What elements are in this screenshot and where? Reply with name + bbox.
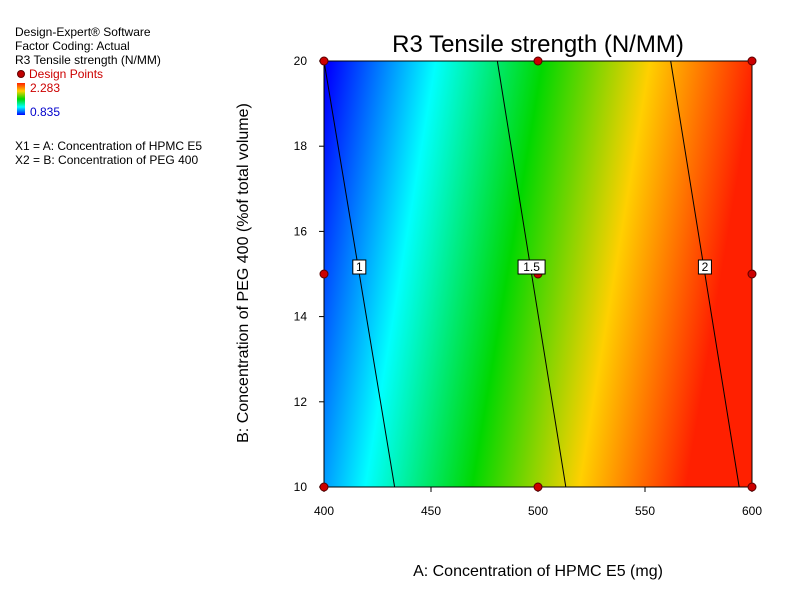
y-tick-label: 18 bbox=[294, 139, 308, 153]
design-points-legend: Design Points bbox=[15, 67, 202, 81]
contour-label-text: 1.5 bbox=[523, 260, 540, 274]
contour-label-text: 1 bbox=[356, 260, 363, 274]
design-point bbox=[533, 56, 543, 66]
design-point bbox=[319, 56, 329, 66]
factor-definitions: X1 = A: Concentration of HPMC E5 X2 = B:… bbox=[15, 139, 202, 167]
design-point bbox=[747, 269, 757, 279]
chart-title: R3 Tensile strength (N/MM) bbox=[392, 31, 684, 58]
y-tick-label: 20 bbox=[294, 54, 308, 68]
contour-label-text: 2 bbox=[702, 260, 709, 274]
design-point bbox=[747, 56, 757, 66]
x-tick-label: 400 bbox=[314, 504, 334, 518]
design-point bbox=[533, 482, 543, 492]
y-tick-label: 14 bbox=[294, 310, 308, 324]
contour-label-box bbox=[352, 259, 367, 275]
contour-label-box bbox=[697, 259, 712, 275]
design-point bbox=[319, 482, 329, 492]
color-scale-bar bbox=[17, 83, 25, 115]
color-scale: 2.283 0.835 bbox=[15, 81, 202, 119]
design-point bbox=[319, 269, 329, 279]
factor-x1-label: X1 = A: Concentration of HPMC E5 bbox=[15, 139, 203, 153]
contour-label: 1.5 bbox=[517, 259, 546, 275]
x-tick-label: 450 bbox=[421, 504, 441, 518]
design-point-icon bbox=[17, 70, 25, 79]
factor-coding-label: Factor Coding: Actual bbox=[15, 39, 130, 53]
x-axis-label: A: Concentration of HPMC E5 (mg) bbox=[413, 563, 663, 580]
factor-x2-label: X2 = B: Concentration of PEG 400 bbox=[15, 153, 199, 167]
contour-label-box bbox=[517, 259, 546, 275]
legend-panel: Design-Expert® Software Factor Coding: A… bbox=[15, 25, 202, 167]
response-label: R3 Tensile strength (N/MM) bbox=[15, 53, 161, 67]
software-label: Design-Expert® Software bbox=[15, 25, 151, 39]
x-tick-label: 500 bbox=[528, 504, 548, 518]
y-tick-label: 16 bbox=[294, 224, 308, 238]
design-point bbox=[747, 482, 757, 492]
contour-label: 1 bbox=[352, 259, 367, 275]
design-points-label: Design Points bbox=[29, 67, 104, 81]
y-tick-label: 10 bbox=[294, 480, 308, 494]
contour-label: 2 bbox=[697, 259, 712, 275]
color-scale-max: 2.283 bbox=[30, 81, 61, 95]
y-axis-label: B: Concentration of PEG 400 (%of total v… bbox=[235, 103, 252, 443]
color-scale-min: 0.835 bbox=[30, 105, 61, 119]
y-tick-label: 12 bbox=[294, 395, 308, 409]
x-tick-label: 550 bbox=[635, 504, 655, 518]
x-tick-label: 600 bbox=[742, 504, 762, 518]
